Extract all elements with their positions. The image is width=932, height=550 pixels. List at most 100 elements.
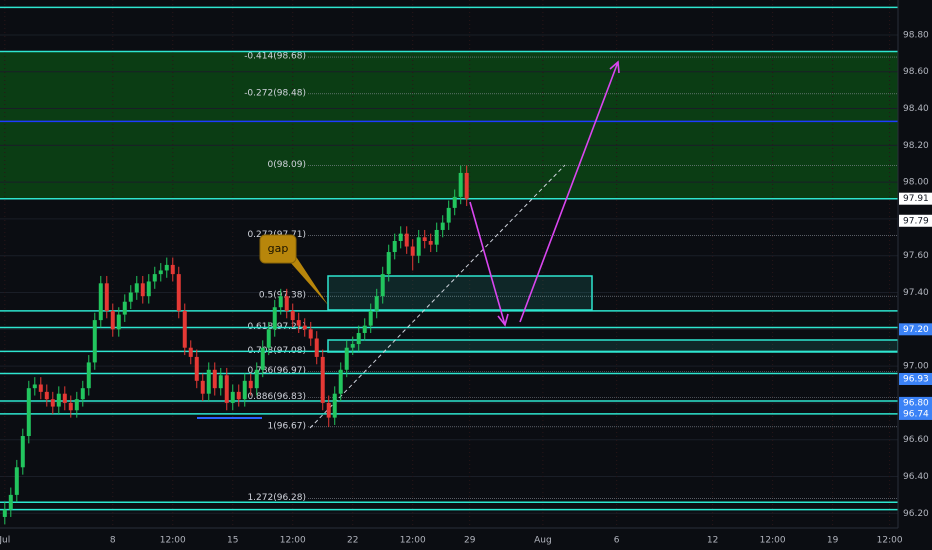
candle-body <box>410 246 415 256</box>
fib-label: 0.886(96.83) <box>247 392 306 402</box>
candle-body <box>188 347 193 357</box>
candle-body <box>404 233 409 247</box>
x-tick-label: 12:00 <box>877 536 903 546</box>
price-tag <box>899 323 932 336</box>
price-tag <box>899 396 932 409</box>
callout-text: gap <box>268 242 289 255</box>
candle-body <box>242 380 247 400</box>
candle-body <box>182 310 187 348</box>
arrow-head <box>497 313 509 327</box>
trend-line <box>309 164 566 429</box>
candles-layer <box>2 165 469 525</box>
candle-body <box>296 320 301 326</box>
candle-body <box>98 283 103 321</box>
candle-body <box>248 380 253 389</box>
candle-body <box>8 494 13 510</box>
x-tick-label: 12:00 <box>400 536 426 546</box>
candle-body <box>428 241 433 245</box>
candle-body <box>344 347 349 370</box>
y-tick-label: 98.60 <box>903 67 929 77</box>
candle-body <box>266 329 271 348</box>
x-tick-label: 6 <box>614 536 620 546</box>
candle-body <box>350 344 355 348</box>
candle-body <box>332 393 337 418</box>
candle-body <box>440 222 445 230</box>
candle-body <box>110 310 115 330</box>
candle-body <box>20 436 25 468</box>
candle-body <box>230 391 235 403</box>
candle-body <box>152 274 157 282</box>
candle-body <box>422 237 427 242</box>
price-tag-label: 97.91 <box>903 194 929 204</box>
x-tick-label: 19 <box>827 536 839 546</box>
fib-label: -0.414(98.68) <box>244 52 306 62</box>
candle-body <box>146 281 151 297</box>
x-tick-label: 12:00 <box>160 536 186 546</box>
candle-body <box>380 274 385 297</box>
candle-body <box>446 207 451 223</box>
candle-body <box>212 369 217 389</box>
y-tick-label: 97.40 <box>903 288 929 298</box>
candle-body <box>386 252 391 275</box>
candle-body <box>368 310 373 326</box>
x-tick-label: 15 <box>227 536 238 546</box>
grid-layer <box>0 0 898 528</box>
arrow <box>469 201 506 326</box>
y-tick-label: 96.40 <box>903 472 929 482</box>
candle-body <box>170 264 175 275</box>
y-tick-label: 97.00 <box>903 362 929 372</box>
candle-body <box>116 314 121 330</box>
candle-body <box>272 307 277 330</box>
candle-body <box>2 509 7 517</box>
callout <box>259 234 297 264</box>
candle-body <box>122 301 127 315</box>
candle-body <box>326 402 331 418</box>
x-tick-label: 22 <box>347 536 358 546</box>
arrows <box>469 60 620 327</box>
candle-body <box>56 393 61 407</box>
candle-body <box>218 375 223 389</box>
axis-layer: 96.20 96.40 96.60 96.80 97.00 97.20 97.40 97.60… <box>0 30 932 546</box>
y-tick-label: 98.40 <box>903 104 929 114</box>
candle-body <box>314 338 319 357</box>
callout-pointer <box>290 255 328 305</box>
candle-body <box>68 402 73 411</box>
fib-label: 0.786(96.97) <box>247 366 306 376</box>
y-tick-label: 96.60 <box>903 435 929 445</box>
candle-body <box>374 296 379 311</box>
candle-body <box>284 296 289 311</box>
candle-body <box>140 283 145 297</box>
price-tag-label: 96.93 <box>903 374 929 384</box>
candle-body <box>278 296 283 308</box>
candle-body <box>104 283 109 311</box>
y-tick-label: 97.60 <box>903 251 929 261</box>
candle-body <box>92 320 97 363</box>
arrow-head <box>609 60 620 74</box>
candle-body <box>290 310 295 321</box>
price-tag <box>899 407 932 420</box>
fib-label: 1(96.67) <box>267 421 306 431</box>
candle-body <box>458 172 463 197</box>
candle-body <box>128 292 133 302</box>
x-tick-label: 12:00 <box>760 536 786 546</box>
candle-body <box>320 356 325 403</box>
fib-label: 0.5(97.38) <box>259 291 306 301</box>
y-tick-label: 98.00 <box>903 178 929 188</box>
price-tag <box>899 372 932 385</box>
candle-body <box>356 332 361 345</box>
candle-body <box>50 399 55 407</box>
candle-body <box>452 196 457 208</box>
candle-body <box>464 172 469 199</box>
x-tick-label: Jul <box>0 536 10 546</box>
candle-body <box>62 393 67 403</box>
price-tag-label: 96.74 <box>903 409 929 419</box>
arrow <box>519 61 619 323</box>
candle-body <box>176 274 181 311</box>
candle-body <box>86 362 91 389</box>
x-tick-label: Aug <box>534 536 552 546</box>
x-tick-label: 12:00 <box>280 536 306 546</box>
candle-body <box>302 325 307 330</box>
candle-body <box>158 270 163 275</box>
x-tick-label: 29 <box>464 536 476 546</box>
